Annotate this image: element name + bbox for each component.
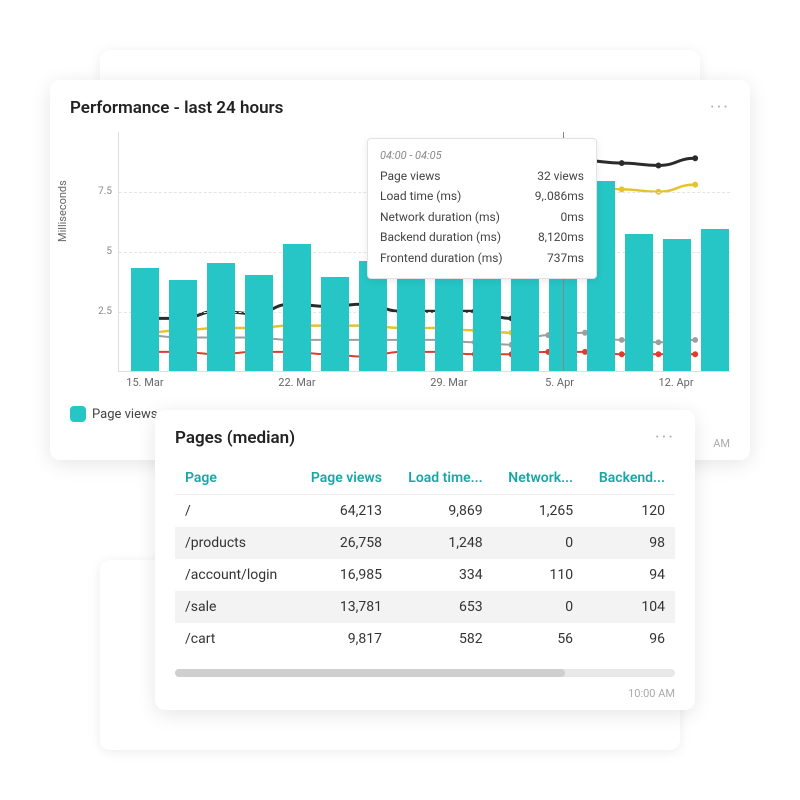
- table-cell: 26,758: [295, 527, 392, 559]
- table-row[interactable]: /account/login16,98533411094: [175, 559, 675, 591]
- scrollbar-thumb[interactable]: [175, 669, 565, 677]
- tooltip-row: Network duration (ms)0ms: [380, 207, 584, 227]
- chart-area: Milliseconds 7.552.5 04:00 - 04:05Page v…: [70, 132, 730, 392]
- table-cell: /sale: [175, 591, 295, 623]
- column-header[interactable]: Load time...: [392, 462, 493, 495]
- y-axis: 7.5 5 2.5: [90, 132, 112, 372]
- column-header[interactable]: Network...: [493, 462, 583, 495]
- column-header[interactable]: Page views: [295, 462, 392, 495]
- table-cell: 334: [392, 559, 493, 591]
- legend-swatch: [70, 406, 86, 422]
- bar[interactable]: [625, 234, 653, 371]
- series-marker: [619, 160, 625, 166]
- bar[interactable]: [701, 229, 729, 371]
- bar[interactable]: [283, 244, 311, 371]
- card-header: Performance - last 24 hours ···: [70, 98, 730, 118]
- performance-title: Performance - last 24 hours: [70, 98, 283, 118]
- series-marker: [656, 339, 662, 345]
- tooltip-row: Page views32 views: [380, 166, 584, 186]
- table-row[interactable]: /cart9,8175825696: [175, 623, 675, 655]
- bar[interactable]: [131, 268, 159, 371]
- bar[interactable]: [207, 263, 235, 371]
- table-cell: 64,213: [295, 495, 392, 528]
- table-cell: 120: [583, 495, 675, 528]
- table-cell: 1,248: [392, 527, 493, 559]
- tooltip-row: Load time (ms)9,.086ms: [380, 186, 584, 206]
- bar[interactable]: [169, 280, 197, 371]
- table-header-row: PagePage viewsLoad time...Network...Back…: [175, 462, 675, 495]
- card-header: Pages (median) ···: [175, 428, 675, 448]
- x-tick-label: 29. Mar: [430, 376, 467, 389]
- card-menu-icon[interactable]: ···: [710, 99, 730, 117]
- pages-table-card: Pages (median) ··· PagePage viewsLoad ti…: [155, 410, 695, 710]
- series-marker: [692, 155, 698, 161]
- table-cell: 13,781: [295, 591, 392, 623]
- tooltip-row: Frontend duration (ms)737ms: [380, 248, 584, 268]
- x-tick-label: 15. Mar: [126, 376, 163, 389]
- table-cell: 0: [493, 527, 583, 559]
- table-cell: /products: [175, 527, 295, 559]
- table-cell: 96: [583, 623, 675, 655]
- performance-card: Performance - last 24 hours ··· Millisec…: [50, 80, 750, 460]
- table-cell: 94: [583, 559, 675, 591]
- tooltip-time: 04:00 - 04:05: [380, 149, 584, 162]
- table-cell: 0: [493, 591, 583, 623]
- pages-title: Pages (median): [175, 428, 295, 448]
- series-marker: [692, 351, 698, 357]
- bar[interactable]: [663, 239, 691, 371]
- bar[interactable]: [321, 277, 349, 371]
- column-header[interactable]: Backend...: [583, 462, 675, 495]
- table-cell: 104: [583, 591, 675, 623]
- x-tick-label: 5. Apr: [545, 376, 574, 389]
- table-cell: /account/login: [175, 559, 295, 591]
- horizontal-scrollbar[interactable]: [175, 669, 675, 677]
- table-cell: 9,869: [392, 495, 493, 528]
- y-tick-label: 7.5: [98, 186, 112, 197]
- table-cell: 56: [493, 623, 583, 655]
- chart-tooltip: 04:00 - 04:05 Page views32 viewsLoad time…: [367, 138, 597, 279]
- bar[interactable]: [245, 275, 273, 371]
- tooltip-row: Backend duration (ms)8,120ms: [380, 227, 584, 247]
- chart-plot[interactable]: 04:00 - 04:05 Page views32 viewsLoad time…: [118, 132, 730, 372]
- x-tick-label: 12. Apr: [658, 376, 693, 389]
- x-axis: 15. Mar 22. Mar 29. Mar 5. Apr 12. Apr: [118, 372, 730, 392]
- table-cell: 110: [493, 559, 583, 591]
- series-marker: [692, 182, 698, 188]
- y-axis-label: Milliseconds: [56, 180, 69, 242]
- table-row[interactable]: /products26,7581,248098: [175, 527, 675, 559]
- table-row[interactable]: /64,2139,8691,265120: [175, 495, 675, 528]
- table-cell: 98: [583, 527, 675, 559]
- card-menu-icon[interactable]: ···: [655, 429, 675, 447]
- timestamp-label: AM: [713, 437, 730, 450]
- table-cell: /cart: [175, 623, 295, 655]
- column-header[interactable]: Page: [175, 462, 295, 495]
- table-cell: 16,985: [295, 559, 392, 591]
- table-body: /64,2139,8691,265120/products26,7581,248…: [175, 495, 675, 656]
- pages-table: PagePage viewsLoad time...Network...Back…: [175, 462, 675, 655]
- table-cell: 9,817: [295, 623, 392, 655]
- y-tick-label: 5: [106, 246, 112, 257]
- x-tick-label: 22. Mar: [278, 376, 315, 389]
- table-cell: 582: [392, 623, 493, 655]
- series-marker: [656, 162, 662, 168]
- series-marker: [619, 337, 625, 343]
- series-marker: [692, 337, 698, 343]
- y-tick-label: 2.5: [98, 306, 112, 317]
- legend-label: Page views: [92, 407, 157, 422]
- table-cell: 1,265: [493, 495, 583, 528]
- series-marker: [656, 351, 662, 357]
- bar[interactable]: [473, 273, 501, 371]
- table-row[interactable]: /sale13,7816530104: [175, 591, 675, 623]
- timestamp-label: 10:00 AM: [628, 687, 675, 700]
- table-cell: /: [175, 495, 295, 528]
- series-marker: [619, 351, 625, 357]
- table-cell: 653: [392, 591, 493, 623]
